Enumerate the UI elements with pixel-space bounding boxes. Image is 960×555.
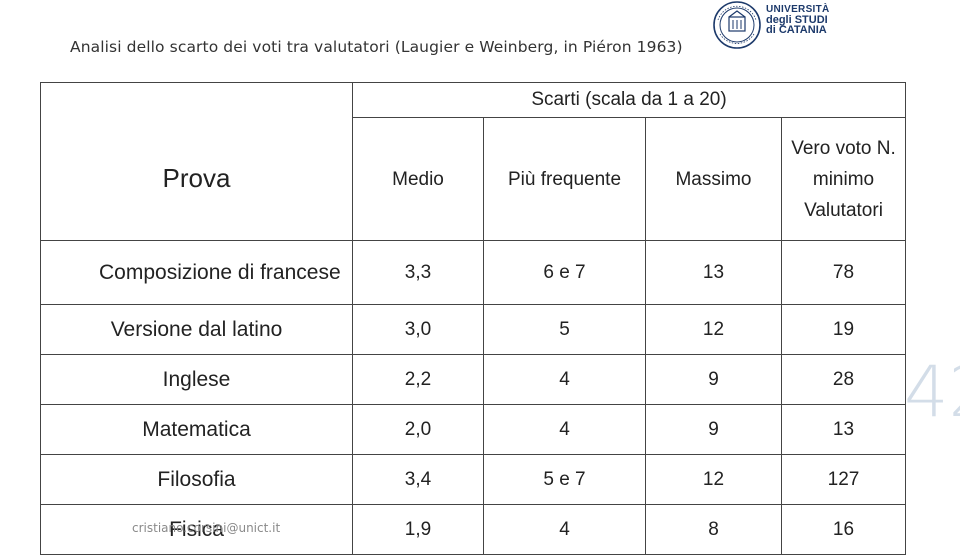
group-header: Scarti (scala da 1 a 20) — [352, 82, 906, 118]
column-header-frequente: Più frequente — [483, 117, 646, 241]
blank-header-cell — [40, 82, 353, 118]
cell-medio: 3,3 — [352, 240, 484, 305]
university-logo: UNIVERSITÀ degli STUDI di CATANIA — [712, 0, 832, 50]
cell-frequente: 5 e 7 — [483, 454, 646, 505]
grades-deviation-table: Scarti (scala da 1 a 20) Prova Medio Più… — [40, 82, 906, 555]
table-group-header-row: Scarti (scala da 1 a 20) — [40, 82, 906, 118]
cell-massimo: 8 — [645, 504, 782, 555]
row-label: Filosofia — [40, 454, 353, 505]
row-label: Matematica — [40, 404, 353, 455]
table-column-header-row: Prova Medio Più frequente Massimo Vero v… — [40, 117, 906, 241]
cell-frequente: 4 — [483, 354, 646, 405]
cell-valutatori: 13 — [781, 404, 906, 455]
cell-massimo: 12 — [645, 454, 782, 505]
cell-frequente: 4 — [483, 504, 646, 555]
cell-valutatori: 19 — [781, 304, 906, 355]
cell-medio: 3,0 — [352, 304, 484, 355]
row-label: Composizione di francese — [40, 240, 353, 305]
table-row: Matematica 2,0 4 9 13 — [40, 404, 906, 455]
cell-medio: 1,9 — [352, 504, 484, 555]
page-number: 42 — [904, 351, 960, 433]
cell-valutatori: 16 — [781, 504, 906, 555]
cell-massimo: 9 — [645, 404, 782, 455]
cell-massimo: 12 — [645, 304, 782, 355]
cell-frequente: 4 — [483, 404, 646, 455]
cell-valutatori: 78 — [781, 240, 906, 305]
logo-line-2: degli STUDI — [766, 14, 828, 26]
column-header-massimo: Massimo — [645, 117, 782, 241]
cell-massimo: 13 — [645, 240, 782, 305]
cell-valutatori: 28 — [781, 354, 906, 405]
table-row: Composizione di francese 3,3 6 e 7 13 78 — [40, 240, 906, 305]
row-label: Versione dal latino — [40, 304, 353, 355]
cell-frequente: 5 — [483, 304, 646, 355]
row-label: Inglese — [40, 354, 353, 405]
cell-medio: 2,0 — [352, 404, 484, 455]
column-header-medio: Medio — [352, 117, 484, 241]
cell-valutatori: 127 — [781, 454, 906, 505]
table-row: Filosofia 3,4 5 e 7 12 127 — [40, 454, 906, 505]
cell-massimo: 9 — [645, 354, 782, 405]
logo-line-3: di CATANIA — [766, 24, 827, 36]
university-seal-icon — [713, 1, 761, 49]
footer-email: cristiano.corsini@unict.it — [132, 521, 281, 535]
cell-frequente: 6 e 7 — [483, 240, 646, 305]
cell-medio: 3,4 — [352, 454, 484, 505]
cell-medio: 2,2 — [352, 354, 484, 405]
column-header-valutatori: Vero voto N. minimo Valutatori — [781, 117, 906, 241]
slide-title: Analisi dello scarto dei voti tra valuta… — [70, 38, 683, 56]
table-row: Versione dal latino 3,0 5 12 19 — [40, 304, 906, 355]
table-row: Inglese 2,2 4 9 28 — [40, 354, 906, 405]
prova-header: Prova — [40, 117, 353, 241]
logo-line-1: UNIVERSITÀ — [766, 4, 830, 15]
